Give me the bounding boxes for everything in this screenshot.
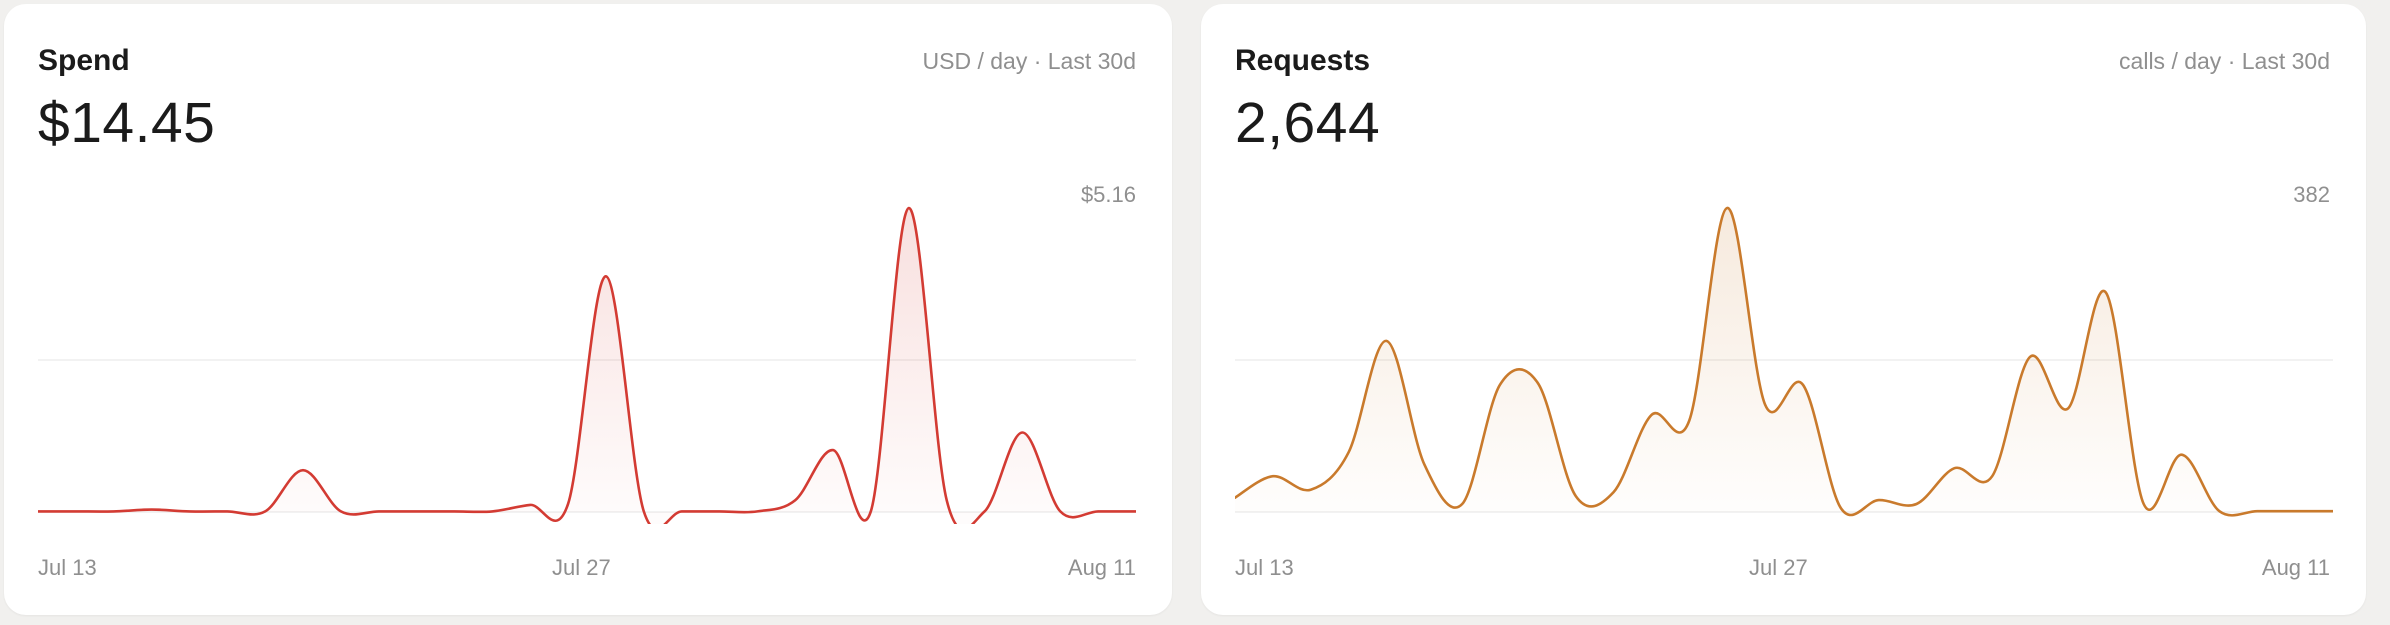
total-value: $14.45 <box>38 91 216 155</box>
max-value-label: $5.16 <box>1080 182 1136 207</box>
data-point <box>1573 493 1579 499</box>
data-point <box>868 508 874 514</box>
data-point <box>679 508 685 514</box>
data-point <box>489 508 495 514</box>
data-point <box>2065 406 2071 412</box>
x-tick-label: Jul 27 <box>1749 555 1808 580</box>
data-point <box>1649 412 1655 418</box>
max-value-label: 382 <box>2293 182 2330 207</box>
data-point <box>1611 489 1617 495</box>
data-point <box>944 497 950 503</box>
chart-subtitle: calls / day · Last 30d <box>2119 48 2330 74</box>
requests-card: Requests calls / day · Last 30d 2,644 38… <box>1201 4 2366 615</box>
data-point <box>830 447 836 453</box>
data-point <box>2103 289 2109 295</box>
data-point <box>1951 465 1957 471</box>
requests-chart <box>1235 205 2333 517</box>
data-point <box>1497 382 1503 388</box>
x-tick-label: Jul 27 <box>552 555 611 580</box>
series-line <box>38 206 1136 524</box>
data-point <box>717 508 723 514</box>
data-point <box>982 508 988 514</box>
x-tick-label: Aug 11 <box>2261 555 2330 580</box>
data-point <box>906 205 912 211</box>
data-point <box>2330 508 2333 514</box>
series-area <box>1235 207 2333 516</box>
data-point <box>111 508 117 514</box>
data-point <box>2216 508 2222 514</box>
data-point <box>792 497 798 503</box>
data-point <box>1308 487 1314 493</box>
x-tick-label: Jul 13 <box>1235 555 1294 580</box>
data-point <box>414 508 420 514</box>
data-point <box>1535 380 1541 386</box>
data-point <box>1914 501 1920 507</box>
data-point <box>2179 452 2185 458</box>
data-point <box>224 508 230 514</box>
x-tick-label: Jul 13 <box>38 555 97 580</box>
data-point <box>1762 402 1768 408</box>
data-point <box>1383 338 1389 344</box>
data-point <box>1686 418 1692 424</box>
data-point <box>1838 505 1844 511</box>
data-point <box>1270 473 1276 479</box>
data-point <box>38 508 41 514</box>
data-point <box>1989 473 1995 479</box>
chart-subtitle: USD / day · Last 30d <box>922 48 1137 74</box>
data-point <box>338 508 344 514</box>
spend-card: Spend USD / day · Last 30d $14.45 $5.16 … <box>4 4 1172 615</box>
data-point <box>1346 449 1352 455</box>
data-point <box>1057 508 1063 514</box>
data-point <box>1421 461 1427 467</box>
data-point <box>1019 430 1025 436</box>
data-point <box>603 273 609 279</box>
x-tick-label: Aug 11 <box>1067 555 1136 580</box>
data-point <box>641 508 647 514</box>
data-point <box>1800 382 1806 388</box>
data-point <box>149 507 155 513</box>
data-point <box>73 508 79 514</box>
data-point <box>1876 497 1882 503</box>
data-point <box>2141 501 2147 507</box>
total-value: 2,644 <box>1235 91 1381 155</box>
data-point <box>754 508 760 514</box>
data-point <box>1095 508 1101 514</box>
data-point <box>300 467 306 473</box>
series-area <box>38 207 1136 524</box>
series-line <box>1235 206 2333 517</box>
data-point <box>1459 501 1465 507</box>
spend-chart <box>38 205 1136 524</box>
data-point <box>1724 205 1730 211</box>
data-point <box>376 508 382 514</box>
chart-title: Requests <box>1235 44 1371 77</box>
data-point <box>452 508 458 514</box>
data-point <box>527 502 533 508</box>
data-point <box>565 501 571 507</box>
data-point <box>2027 354 2033 360</box>
data-point <box>1133 508 1136 514</box>
data-point <box>2254 508 2260 514</box>
data-point <box>262 508 268 514</box>
data-point <box>186 508 192 514</box>
chart-title: Spend <box>38 44 130 77</box>
data-point <box>2292 508 2298 514</box>
